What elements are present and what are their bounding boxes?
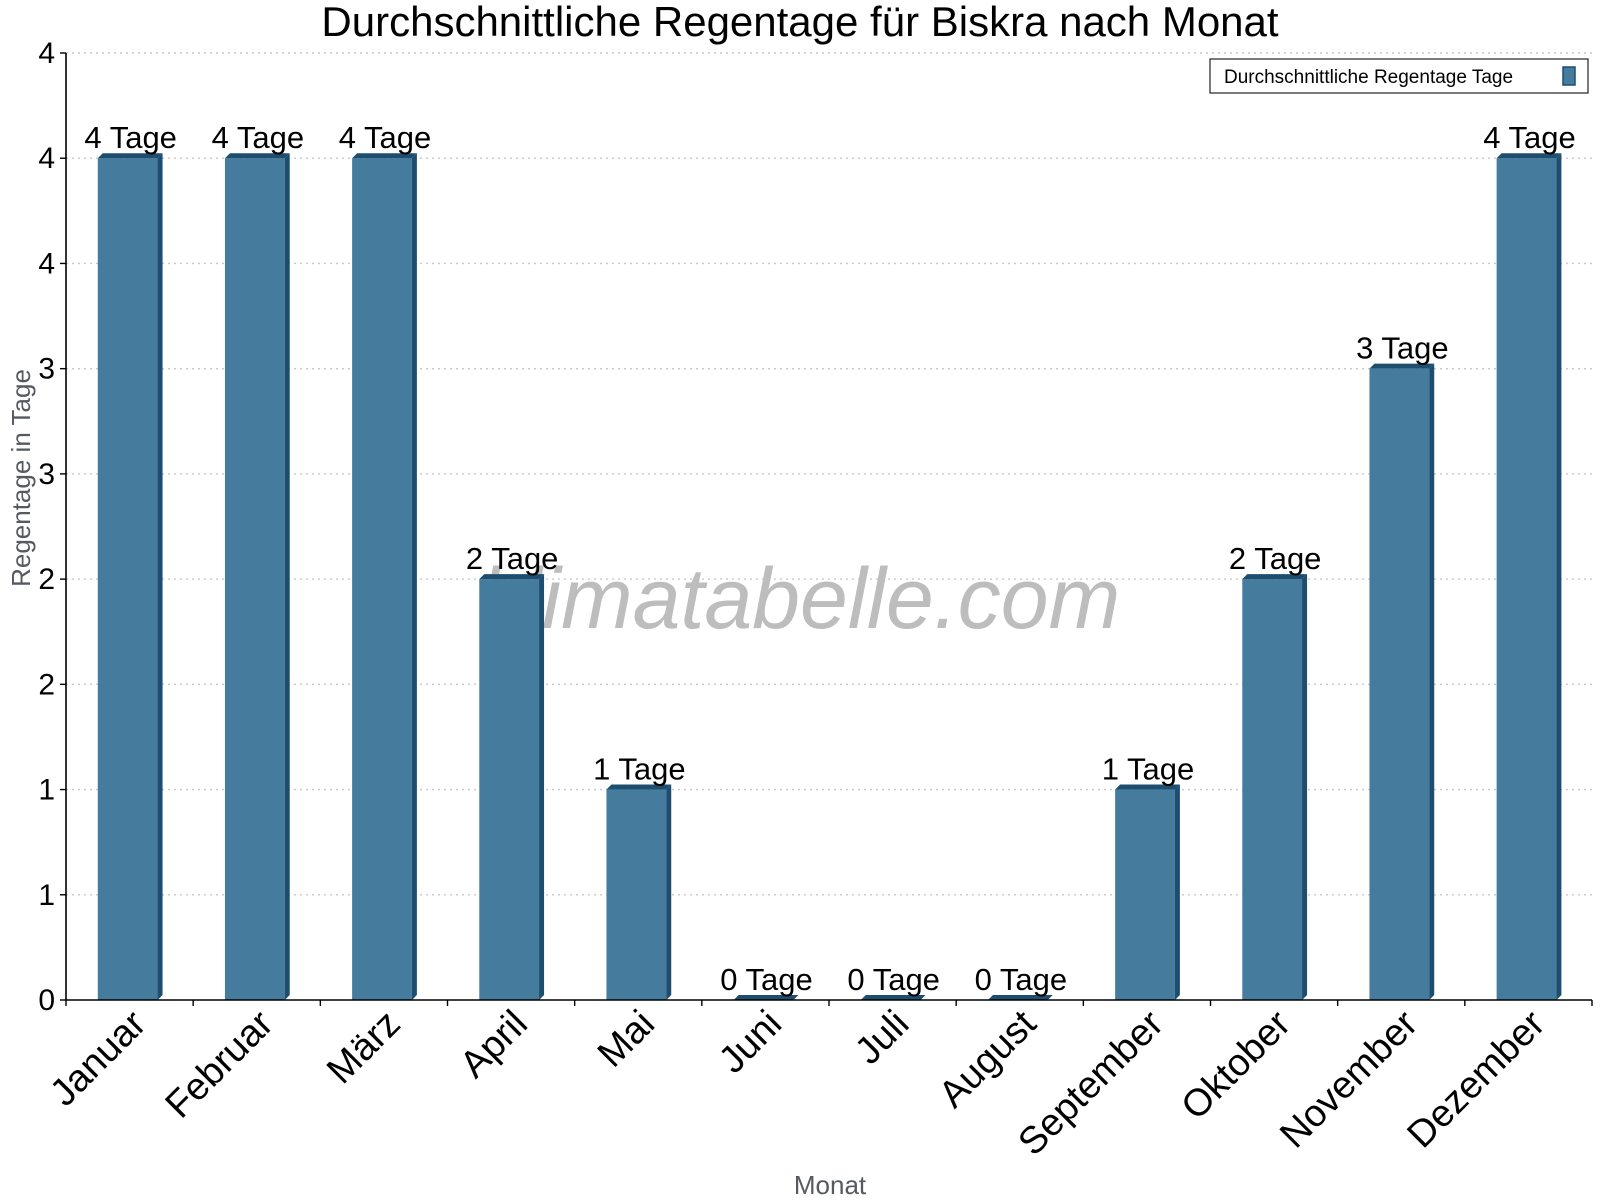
y-tick-label: 4	[38, 37, 55, 70]
y-tick-label: 3	[38, 353, 55, 386]
bar-side	[284, 153, 290, 1000]
bar	[1242, 574, 1308, 1000]
y-axis-title: Regentage in Tage	[6, 369, 36, 587]
bar-front	[1496, 158, 1557, 1000]
bar-top	[1496, 153, 1562, 159]
data-label: 0 Tage	[975, 962, 1068, 997]
bar-front	[479, 579, 540, 1000]
bar-side	[1302, 574, 1308, 1000]
watermark: klimatabelle.com	[480, 551, 1120, 647]
data-label: 1 Tage	[1102, 752, 1195, 787]
data-label: 0 Tage	[720, 962, 813, 997]
bar	[987, 995, 1053, 1000]
bar	[97, 153, 163, 1000]
bar-front	[1115, 789, 1175, 1000]
data-label: 1 Tage	[593, 752, 686, 787]
data-label: 3 Tage	[1356, 331, 1449, 366]
bar	[352, 153, 417, 1000]
y-tick-label: 4	[38, 247, 55, 280]
bar-front	[1242, 579, 1303, 1000]
x-ticks: Januar Februar März April Mai Juni Juli AugustS…	[42, 1002, 1553, 1163]
bar	[1369, 363, 1435, 1001]
bar-side	[1556, 153, 1562, 1000]
chart-title: Durchschnittliche Regentage für Biskra n…	[321, 0, 1278, 45]
legend-swatch	[1562, 66, 1576, 86]
x-axis-title: Monat	[794, 1170, 867, 1200]
bar	[479, 574, 545, 1000]
bar-side	[411, 153, 417, 1000]
x-tick-label: November	[1272, 1002, 1426, 1156]
y-tick-label: 4	[38, 142, 55, 175]
y-tick-label: 2	[38, 668, 55, 701]
data-label: 4 Tage	[84, 120, 177, 155]
bar-top	[352, 153, 417, 159]
legend-box	[1209, 58, 1589, 94]
data-label: 2 Tage	[1229, 541, 1322, 576]
bar-top	[860, 995, 926, 1000]
bar-top	[606, 784, 672, 790]
x-tick-label: August	[931, 1002, 1045, 1116]
x-tick-label: Mai	[590, 1003, 663, 1076]
bar	[733, 995, 799, 1000]
data-label: 4 Tage	[1483, 120, 1576, 155]
bar-side	[666, 784, 672, 1000]
bar-front	[224, 158, 285, 1000]
x-tick-label: Juli	[847, 1003, 917, 1073]
bar-front	[352, 158, 412, 1000]
data-label: 0 Tage	[847, 962, 940, 997]
bars	[97, 153, 1562, 1001]
bar-top	[224, 153, 290, 159]
data-label: 4 Tage	[212, 120, 305, 155]
x-tick-label: April	[452, 1003, 535, 1086]
x-tick-label: Februar	[158, 1002, 282, 1126]
bar-side	[1429, 363, 1435, 1001]
legend-label: Durchschnittliche Regentage Tage	[1224, 67, 1513, 88]
bar-front	[606, 789, 667, 1000]
y-tick-label: 1	[38, 879, 55, 912]
bar	[860, 995, 926, 1000]
bar-side	[1174, 784, 1180, 1000]
bar	[606, 784, 672, 1000]
bar-front	[1369, 368, 1430, 1001]
gridlines	[66, 52, 1592, 896]
data-label: 4 Tage	[339, 120, 432, 155]
bar-top	[97, 153, 163, 159]
y-ticks: 01122334445	[38, 37, 66, 1017]
bar-top	[733, 995, 799, 1000]
bar-front	[97, 158, 158, 1000]
y-tick-label: 3	[38, 458, 55, 491]
x-tick-label: Januar	[42, 1002, 154, 1114]
bar-top	[1242, 574, 1308, 580]
bar-top	[1115, 784, 1180, 790]
x-tick-label: März	[319, 1003, 408, 1092]
y-tick-label: 0	[38, 984, 55, 1017]
x-tick-label: Oktober	[1174, 1002, 1300, 1128]
bar-top	[987, 995, 1053, 1000]
y-tick-label: 2	[38, 563, 55, 596]
bar-side	[539, 574, 545, 1000]
axes	[65, 53, 1593, 1006]
bar	[1115, 784, 1180, 1000]
legend: Durchschnittliche Regentage Tage	[1209, 58, 1589, 94]
bar-top	[1369, 363, 1435, 369]
bar-top	[479, 574, 545, 580]
data-labels: 4 Tage 4 Tage 4 Tage 2 Tage 1 Tage 0 Tage 0 Ta…	[84, 120, 1575, 997]
x-tick-label: Juni	[711, 1003, 790, 1082]
data-label: 2 Tage	[466, 541, 559, 576]
bar-side	[157, 153, 163, 1000]
bar	[224, 153, 290, 1000]
y-tick-label: 1	[38, 774, 55, 807]
x-tick-label: Dezember	[1399, 1002, 1553, 1156]
bar	[1496, 153, 1562, 1000]
